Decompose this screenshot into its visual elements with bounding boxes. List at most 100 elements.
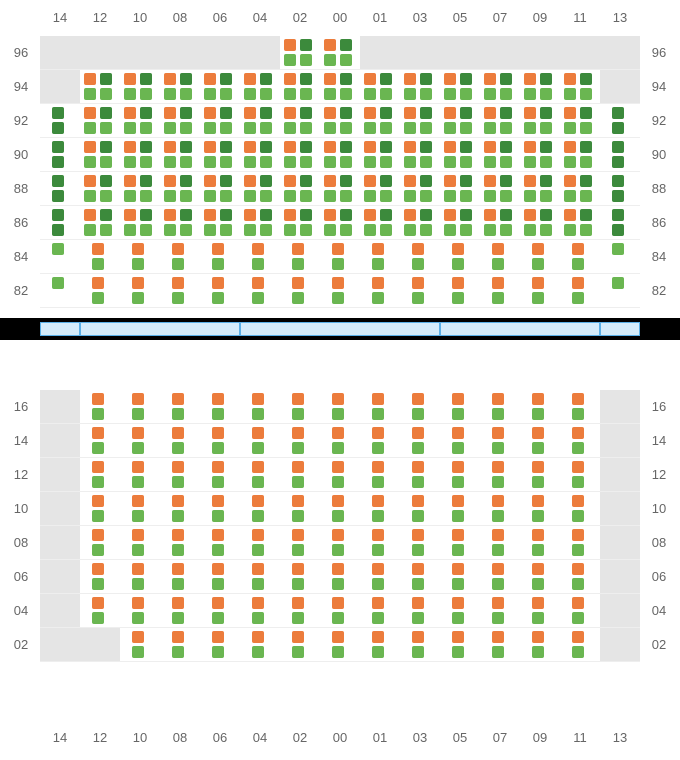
rack-cell[interactable] — [240, 594, 280, 628]
rack-cell[interactable] — [400, 70, 440, 104]
rack-cell[interactable] — [160, 390, 200, 424]
rack-cell[interactable] — [400, 526, 440, 560]
rack-cell[interactable] — [200, 70, 240, 104]
rack-cell[interactable] — [80, 104, 120, 138]
rack-cell[interactable] — [480, 492, 520, 526]
rack-cell[interactable] — [280, 594, 320, 628]
rack-cell[interactable] — [160, 138, 200, 172]
rack-cell[interactable] — [480, 206, 520, 240]
rack-cell[interactable] — [320, 424, 360, 458]
aisle-segment[interactable] — [80, 322, 240, 336]
rack-cell[interactable] — [480, 138, 520, 172]
rack-cell[interactable] — [560, 138, 600, 172]
rack-cell[interactable] — [120, 628, 160, 662]
rack-cell[interactable] — [400, 390, 440, 424]
rack-cell[interactable] — [560, 104, 600, 138]
rack-cell[interactable] — [280, 206, 320, 240]
rack-cell[interactable] — [200, 390, 240, 424]
rack-cell[interactable] — [400, 492, 440, 526]
rack-cell[interactable] — [240, 172, 280, 206]
rack-cell[interactable] — [240, 36, 280, 70]
rack-cell[interactable] — [280, 492, 320, 526]
rack-cell[interactable] — [320, 458, 360, 492]
rack-cell[interactable] — [200, 138, 240, 172]
rack-cell[interactable] — [160, 104, 200, 138]
rack-cell[interactable] — [560, 390, 600, 424]
rack-cell[interactable] — [80, 492, 120, 526]
rack-cell[interactable] — [440, 594, 480, 628]
rack-cell[interactable] — [40, 240, 80, 274]
rack-cell[interactable] — [120, 172, 160, 206]
rack-cell[interactable] — [40, 424, 80, 458]
rack-cell[interactable] — [240, 458, 280, 492]
rack-cell[interactable] — [80, 274, 120, 308]
rack-cell[interactable] — [600, 172, 640, 206]
rack-cell[interactable] — [80, 628, 120, 662]
rack-cell[interactable] — [240, 240, 280, 274]
rack-cell[interactable] — [400, 458, 440, 492]
rack-cell[interactable] — [520, 138, 560, 172]
rack-cell[interactable] — [360, 492, 400, 526]
rack-cell[interactable] — [200, 172, 240, 206]
rack-cell[interactable] — [400, 172, 440, 206]
rack-cell[interactable] — [200, 458, 240, 492]
rack-cell[interactable] — [40, 560, 80, 594]
rack-cell[interactable] — [320, 138, 360, 172]
rack-cell[interactable] — [600, 492, 640, 526]
rack-cell[interactable] — [560, 424, 600, 458]
rack-cell[interactable] — [320, 36, 360, 70]
rack-cell[interactable] — [480, 274, 520, 308]
rack-cell[interactable] — [80, 36, 120, 70]
rack-cell[interactable] — [240, 560, 280, 594]
rack-cell[interactable] — [360, 560, 400, 594]
rack-cell[interactable] — [320, 206, 360, 240]
rack-cell[interactable] — [200, 424, 240, 458]
rack-cell[interactable] — [240, 274, 280, 308]
rack-cell[interactable] — [240, 104, 280, 138]
rack-cell[interactable] — [160, 526, 200, 560]
rack-cell[interactable] — [480, 458, 520, 492]
rack-cell[interactable] — [360, 70, 400, 104]
rack-cell[interactable] — [400, 628, 440, 662]
rack-cell[interactable] — [440, 36, 480, 70]
rack-cell[interactable] — [440, 390, 480, 424]
rack-cell[interactable] — [160, 492, 200, 526]
aisle-segment[interactable] — [600, 322, 640, 336]
rack-cell[interactable] — [480, 424, 520, 458]
rack-cell[interactable] — [200, 492, 240, 526]
rack-cell[interactable] — [120, 36, 160, 70]
rack-cell[interactable] — [80, 240, 120, 274]
rack-cell[interactable] — [280, 424, 320, 458]
rack-cell[interactable] — [360, 138, 400, 172]
rack-cell[interactable] — [520, 206, 560, 240]
rack-cell[interactable] — [600, 274, 640, 308]
rack-cell[interactable] — [200, 526, 240, 560]
rack-cell[interactable] — [560, 458, 600, 492]
rack-cell[interactable] — [440, 526, 480, 560]
rack-cell[interactable] — [240, 492, 280, 526]
rack-cell[interactable] — [40, 104, 80, 138]
rack-cell[interactable] — [480, 104, 520, 138]
rack-cell[interactable] — [520, 526, 560, 560]
rack-cell[interactable] — [40, 390, 80, 424]
rack-cell[interactable] — [120, 138, 160, 172]
rack-cell[interactable] — [80, 424, 120, 458]
rack-cell[interactable] — [400, 424, 440, 458]
rack-cell[interactable] — [280, 138, 320, 172]
rack-cell[interactable] — [360, 274, 400, 308]
rack-cell[interactable] — [320, 172, 360, 206]
rack-cell[interactable] — [240, 70, 280, 104]
rack-cell[interactable] — [360, 240, 400, 274]
rack-cell[interactable] — [560, 240, 600, 274]
rack-cell[interactable] — [480, 36, 520, 70]
rack-cell[interactable] — [360, 36, 400, 70]
rack-cell[interactable] — [520, 560, 560, 594]
rack-cell[interactable] — [480, 628, 520, 662]
rack-cell[interactable] — [280, 526, 320, 560]
rack-cell[interactable] — [40, 458, 80, 492]
rack-cell[interactable] — [560, 274, 600, 308]
rack-cell[interactable] — [560, 172, 600, 206]
rack-cell[interactable] — [400, 240, 440, 274]
rack-cell[interactable] — [40, 492, 80, 526]
rack-cell[interactable] — [520, 492, 560, 526]
